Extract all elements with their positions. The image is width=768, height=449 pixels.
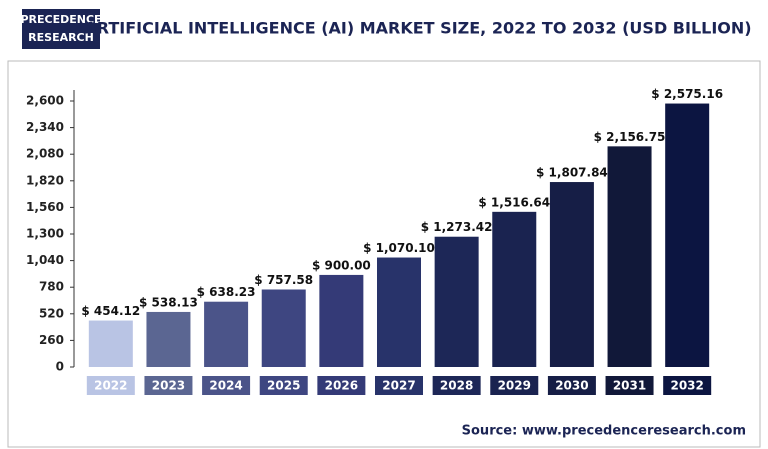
- category-box: [490, 376, 539, 395]
- bar: [204, 301, 249, 367]
- x-tick-label: 2027: [382, 379, 415, 393]
- category-box: [259, 376, 308, 395]
- x-tick-label: 2023: [152, 379, 185, 393]
- chart-frame: [7, 60, 761, 448]
- bar: [146, 311, 191, 367]
- category-box: [317, 376, 366, 395]
- y-tick-label: 780: [39, 280, 64, 294]
- bar: [434, 236, 479, 367]
- category-box: [432, 376, 481, 395]
- value-label: $ 1,070.10: [363, 241, 435, 255]
- y-tick-label: 1,560: [26, 200, 64, 214]
- x-tick-label: 2026: [325, 379, 358, 393]
- value-label: $ 757.58: [254, 273, 313, 287]
- x-tick-label: 2024: [209, 379, 242, 393]
- y-tick-label: 2,600: [26, 94, 64, 108]
- logo-text: RESEARCH: [28, 31, 94, 44]
- bar: [607, 146, 652, 367]
- bar: [377, 257, 421, 367]
- y-tick-label: 0: [56, 360, 64, 374]
- category-box: [375, 376, 423, 395]
- category-box: [605, 376, 654, 395]
- x-tick-label: 2032: [670, 379, 703, 393]
- category-box: [202, 376, 251, 395]
- bar: [549, 182, 594, 367]
- value-label: $ 900.00: [312, 258, 371, 272]
- bar: [261, 289, 306, 367]
- logo-box: [22, 9, 100, 49]
- x-tick-label: 2022: [94, 379, 127, 393]
- value-label: $ 1,516.64: [478, 195, 550, 209]
- y-tick-label: 260: [39, 333, 64, 347]
- y-tick-label: 1,040: [26, 253, 64, 267]
- logo-text: PRECEDENCE: [20, 13, 101, 26]
- value-label: $ 538.13: [139, 295, 198, 309]
- chart-title: ARTIFICIAL INTELLIGENCE (AI) MARKET SIZE…: [84, 19, 751, 38]
- x-tick-label: 2029: [498, 379, 531, 393]
- y-tick-label: 2,340: [26, 120, 64, 134]
- bar: [665, 103, 710, 367]
- value-label: $ 638.23: [197, 285, 256, 299]
- x-tick-label: 2028: [440, 379, 473, 393]
- y-tick-label: 2,080: [26, 147, 64, 161]
- x-tick-label: 2030: [555, 379, 588, 393]
- source: Source: www.precedenceresearch.com: [462, 424, 746, 439]
- x-tick-label: 2031: [613, 379, 646, 393]
- value-label: $ 2,575.16: [651, 87, 723, 101]
- value-label: $ 2,156.75: [594, 130, 666, 144]
- y-tick-label: 1,820: [26, 173, 64, 187]
- bar: [492, 211, 537, 367]
- category-box: [547, 376, 596, 395]
- y-tick-label: 520: [39, 306, 64, 320]
- y-tick-label: 1,300: [26, 227, 64, 241]
- category-box: [144, 376, 193, 395]
- bar: [319, 274, 364, 367]
- category-box: [663, 376, 712, 395]
- value-label: $ 454.12: [81, 304, 140, 318]
- x-tick-label: 2025: [267, 379, 300, 393]
- value-label: $ 1,273.42: [421, 220, 493, 234]
- value-label: $ 1,807.84: [536, 166, 608, 180]
- bar: [88, 320, 133, 367]
- category-box: [86, 376, 135, 395]
